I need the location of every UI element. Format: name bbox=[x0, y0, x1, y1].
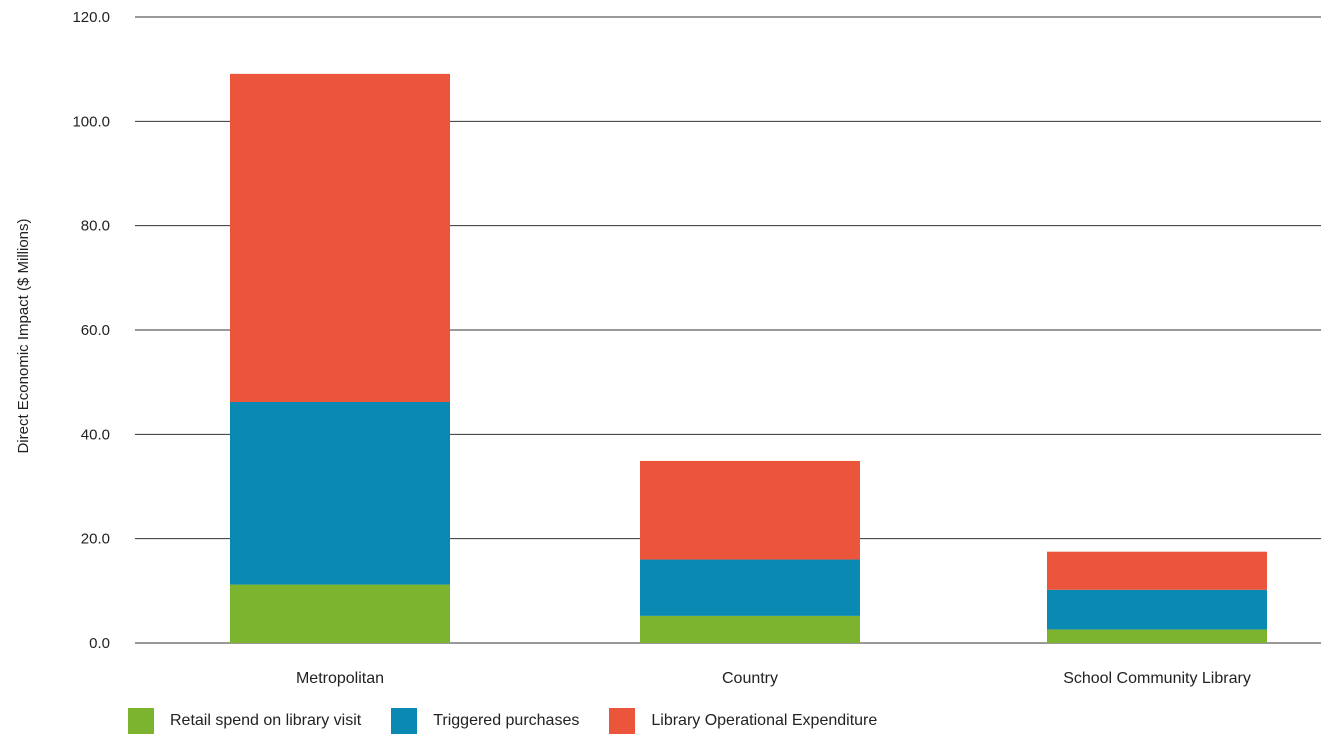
x-axis-category-labels: Metropolitan Country School Community Libr… bbox=[296, 670, 1251, 687]
bar-segment-triggered bbox=[640, 559, 860, 616]
bar-segment-triggered bbox=[1047, 589, 1267, 630]
y-tick-label: 60.0 bbox=[81, 322, 110, 339]
x-category-label: Metropolitan bbox=[296, 670, 384, 687]
stacked-bar-chart: 0.0 20.0 40.0 60.0 80.0 100.0 120.0 Metropolit… bbox=[15, 9, 1321, 687]
bar-segment-operational bbox=[640, 460, 860, 560]
legend-label-operational: Library Operational Expenditure bbox=[651, 712, 878, 729]
legend-swatch-operational bbox=[609, 708, 636, 734]
legend-item-retail: Retail spend on library visit bbox=[128, 708, 361, 734]
legend-swatch-triggered bbox=[391, 708, 418, 734]
x-category-label: School Community Library bbox=[1063, 670, 1251, 687]
bar-segment-retail bbox=[230, 584, 450, 643]
bar-segment-triggered bbox=[230, 401, 450, 585]
y-tick-label: 0.0 bbox=[89, 635, 110, 652]
bar-segment-retail bbox=[640, 615, 860, 643]
y-tick-label: 100.0 bbox=[72, 113, 110, 130]
legend-label-retail: Retail spend on library visit bbox=[170, 712, 362, 729]
y-axis-label: Direct Economic Impact ($ Millions) bbox=[15, 218, 32, 453]
y-tick-label: 80.0 bbox=[81, 218, 110, 235]
x-category-label: Country bbox=[722, 670, 778, 687]
legend-item-triggered: Triggered purchases bbox=[391, 708, 579, 734]
legend-item-operational: Library Operational Expenditure bbox=[609, 708, 877, 734]
y-axis-tick-labels: 0.0 20.0 40.0 60.0 80.0 100.0 120.0 bbox=[72, 9, 110, 652]
legend: Retail spend on library visit Triggered … bbox=[128, 708, 907, 734]
bar-segment-operational bbox=[1047, 551, 1267, 590]
y-tick-label: 40.0 bbox=[81, 426, 110, 443]
bar-segment-retail bbox=[1047, 629, 1267, 643]
legend-swatch-retail bbox=[128, 708, 154, 734]
bar-segment-operational bbox=[230, 73, 450, 402]
y-tick-label: 20.0 bbox=[81, 531, 110, 548]
legend-label-triggered: Triggered purchases bbox=[433, 712, 580, 729]
y-tick-label: 120.0 bbox=[72, 9, 110, 26]
bars bbox=[230, 73, 1267, 643]
